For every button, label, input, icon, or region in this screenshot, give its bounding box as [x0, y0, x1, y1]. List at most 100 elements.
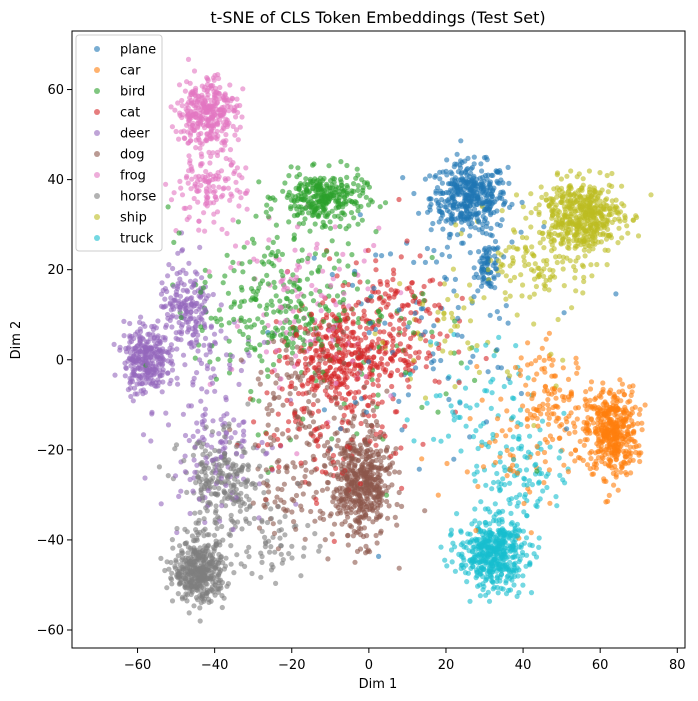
point-horse — [298, 573, 304, 579]
point-ship — [440, 348, 446, 354]
point-horse — [246, 554, 252, 560]
point-ship — [635, 233, 642, 239]
point-horse — [158, 555, 164, 562]
point-truck — [471, 471, 477, 477]
point-bird — [273, 293, 279, 299]
point-bird — [358, 203, 364, 210]
point-truck — [470, 544, 476, 550]
point-frog — [173, 128, 179, 135]
point-deer — [182, 432, 189, 439]
point-bird — [178, 314, 184, 321]
point-ship — [537, 240, 543, 246]
point-plane — [438, 357, 444, 364]
point-ship — [589, 273, 595, 279]
point-deer — [199, 275, 205, 281]
point-horse — [172, 446, 178, 452]
point-deer — [209, 444, 215, 450]
point-bird — [284, 194, 290, 200]
point-dog — [341, 360, 347, 366]
point-plane — [498, 189, 504, 195]
point-ship — [476, 369, 482, 375]
point-ship — [498, 261, 504, 267]
point-cat — [406, 384, 412, 390]
point-frog — [216, 75, 222, 82]
point-frog — [195, 199, 201, 205]
point-bird — [176, 230, 182, 236]
point-car — [613, 474, 619, 480]
point-truck — [433, 393, 439, 399]
point-bird — [246, 317, 253, 323]
point-cat — [350, 329, 356, 335]
point-bird — [355, 187, 361, 193]
point-dog — [321, 443, 328, 449]
point-plane — [376, 553, 382, 560]
point-dog — [374, 510, 380, 516]
point-dog — [392, 514, 398, 521]
point-deer — [165, 273, 171, 279]
point-truck — [463, 423, 469, 429]
point-deer — [162, 296, 168, 302]
point-plane — [432, 174, 438, 180]
point-plane — [454, 151, 460, 157]
point-dog — [373, 532, 379, 539]
point-bird — [171, 239, 177, 245]
point-car — [534, 371, 540, 377]
point-deer — [149, 411, 155, 417]
point-deer — [199, 386, 205, 392]
point-bird — [300, 416, 306, 422]
point-deer — [174, 271, 180, 277]
point-horse — [282, 513, 288, 520]
point-truck — [503, 591, 510, 597]
point-frog — [203, 186, 210, 192]
point-horse — [209, 470, 215, 476]
point-car — [549, 362, 555, 368]
point-dog — [281, 481, 287, 487]
point-car — [583, 389, 589, 395]
point-plane — [519, 199, 525, 205]
point-truck — [561, 410, 567, 416]
point-cat — [379, 361, 385, 367]
point-deer — [184, 287, 190, 293]
point-cat — [318, 325, 324, 331]
point-frog — [205, 173, 211, 179]
point-cat — [327, 256, 333, 262]
point-deer — [239, 453, 245, 459]
point-horse — [221, 566, 227, 572]
point-deer — [259, 439, 265, 446]
point-horse — [228, 512, 234, 519]
point-cat — [367, 438, 373, 444]
point-truck — [490, 518, 497, 524]
point-truck — [480, 587, 486, 593]
point-dog — [308, 469, 315, 475]
point-deer — [193, 318, 199, 325]
point-truck — [480, 573, 486, 580]
point-frog — [292, 319, 298, 325]
point-car — [523, 382, 529, 388]
point-car — [571, 420, 577, 426]
point-ship — [529, 244, 535, 250]
point-deer — [241, 432, 247, 438]
point-bird — [331, 265, 337, 271]
point-truck — [521, 509, 527, 515]
point-horse — [270, 564, 276, 570]
point-car — [636, 411, 643, 417]
point-ship — [580, 176, 586, 182]
point-deer — [160, 379, 166, 385]
point-plane — [412, 310, 418, 316]
point-cat — [339, 419, 345, 425]
point-deer — [219, 503, 225, 509]
point-truck — [507, 559, 513, 566]
point-dog — [293, 526, 299, 532]
point-frog — [183, 175, 189, 181]
point-deer — [127, 385, 134, 391]
point-dog — [378, 528, 384, 534]
point-truck — [467, 598, 473, 604]
point-truck — [515, 500, 522, 506]
point-dog — [370, 407, 376, 413]
point-frog — [196, 218, 202, 224]
point-truck — [431, 436, 437, 442]
point-ship — [531, 422, 537, 429]
point-dog — [366, 516, 372, 522]
point-plane — [448, 169, 454, 175]
point-dog — [372, 477, 378, 483]
